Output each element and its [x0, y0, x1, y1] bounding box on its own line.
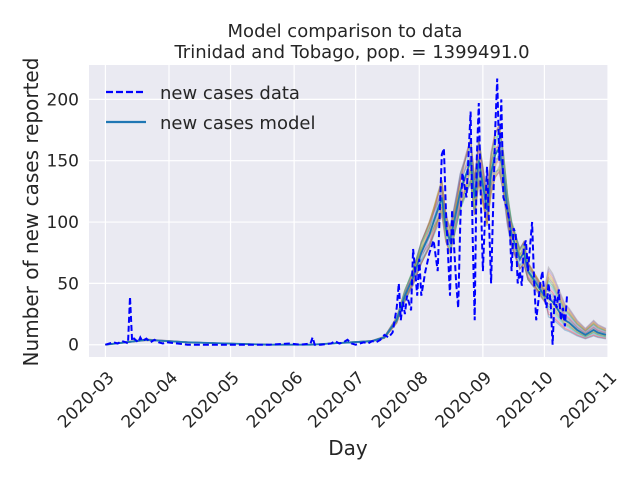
y-tick-label: 150 [47, 152, 79, 172]
x-tick-label: 2020-05 [179, 368, 243, 432]
legend: new cases data new cases model [106, 83, 315, 134]
y-tick-label: 50 [57, 274, 79, 294]
grid [89, 65, 609, 357]
series-layer [105, 78, 607, 346]
y-axis-ticks: 0 50 100 150 200 [47, 90, 79, 355]
plot-area [89, 65, 608, 357]
x-tick-label: 2020-08 [368, 368, 432, 432]
x-tick-label: 2020-03 [54, 368, 118, 432]
y-tick-label: 100 [47, 213, 79, 233]
model-line [105, 145, 607, 346]
x-tick-label: 2020-11 [557, 368, 621, 432]
x-tick-label: 2020-10 [493, 368, 557, 432]
x-axis-label: Day [328, 436, 368, 460]
y-axis-label: Number of new cases reported [19, 58, 43, 367]
legend-model-label: new cases model [160, 113, 315, 134]
y-tick-label: 200 [47, 90, 79, 110]
y-tick-label: 0 [68, 336, 79, 356]
x-tick-label: 2020-09 [432, 368, 496, 432]
legend-data-label: new cases data [160, 83, 300, 104]
x-tick-label: 2020-07 [304, 368, 368, 432]
x-tick-label: 2020-06 [243, 368, 307, 432]
x-tick-label: 2020-04 [118, 368, 182, 432]
data-line [105, 78, 568, 346]
chart-subtitle: Trinidad and Tobago, pop. = 1399491.0 [173, 42, 529, 63]
chart-title: Model comparison to data [228, 21, 463, 42]
